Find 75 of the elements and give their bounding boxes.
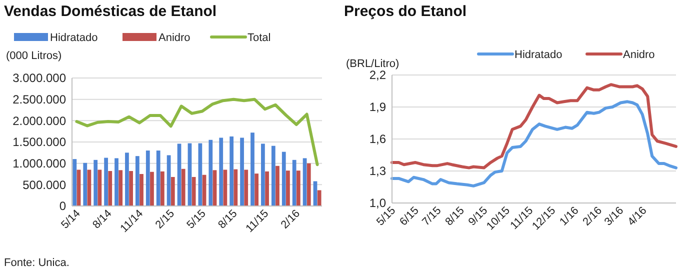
legend-label: Hidratado	[514, 48, 562, 61]
bar	[230, 136, 234, 206]
x-tick-label: 8/15	[216, 208, 240, 232]
y-tick-label: 500.000	[22, 178, 66, 192]
y-tick-label: 0	[59, 199, 66, 214]
bar	[108, 171, 112, 206]
bar	[135, 156, 140, 206]
bar	[250, 132, 254, 206]
source-note: Fonte: Unica.	[4, 257, 70, 269]
bar	[306, 163, 311, 206]
bar	[244, 170, 248, 206]
legend-label: Hidratado	[50, 32, 98, 44]
y-tick-label: 1,3	[369, 164, 386, 178]
y-tick-label: 1.000.000	[12, 156, 66, 171]
legend-label: Anidro	[623, 48, 655, 61]
bar	[76, 170, 81, 206]
bar	[114, 158, 118, 206]
bar	[140, 174, 144, 206]
bar	[282, 152, 286, 206]
bar	[129, 171, 133, 206]
bar	[150, 172, 154, 206]
y-axis-title: (BRL/Litro)	[346, 58, 400, 70]
bar	[286, 170, 290, 206]
bar	[72, 159, 77, 206]
y-tick-label: 2.000.000	[12, 114, 66, 128]
bar	[87, 170, 92, 206]
bar	[292, 160, 296, 206]
legend-label: Anidro	[158, 32, 190, 44]
bar	[271, 146, 276, 206]
x-tick-label: 8/14	[90, 208, 114, 232]
bar	[94, 160, 98, 206]
line-series	[75, 98, 319, 166]
legend-label: Total	[248, 32, 271, 44]
bar	[166, 155, 171, 206]
y-tick-label: 1.500.000	[12, 135, 66, 150]
bar	[160, 171, 164, 206]
bar	[219, 138, 224, 206]
bar	[125, 152, 129, 206]
y-tick-label: 2,2	[369, 68, 386, 82]
y-tick-label: 2.500.000	[12, 92, 66, 107]
bar	[118, 170, 123, 206]
bar	[296, 170, 300, 206]
bar	[177, 144, 182, 206]
bar	[104, 158, 108, 206]
bar	[240, 138, 244, 206]
x-tick-label: 3/16	[602, 204, 626, 228]
x-tick-label: 5/15	[184, 208, 208, 232]
y-tick-label: 1,0	[369, 196, 386, 210]
bar	[234, 169, 238, 206]
line-series	[390, 100, 678, 188]
bar	[181, 168, 186, 206]
chart-title: Vendas Domésticas de Etanol	[4, 3, 217, 20]
x-tick-label: 8/15	[443, 204, 467, 228]
bar	[261, 144, 265, 206]
y-tick-label: 1,9	[369, 100, 386, 114]
line-series	[390, 83, 678, 170]
y-tick-label: 1,6	[369, 132, 386, 146]
bar	[170, 176, 175, 206]
bar	[276, 166, 280, 206]
bar	[317, 190, 322, 206]
bar	[98, 170, 102, 206]
bar	[208, 140, 213, 206]
x-tick-label: 4/16	[626, 204, 650, 228]
x-tick-label: 6/15	[398, 204, 422, 228]
bar	[146, 150, 150, 206]
x-tick-label: 7/15	[420, 204, 444, 228]
bar	[156, 150, 160, 206]
bar	[302, 158, 307, 206]
y-axis-title: (000 Litros)	[6, 50, 62, 62]
bar	[265, 171, 269, 206]
chart-title: Preços do Etanol	[344, 3, 467, 20]
bar	[223, 170, 228, 206]
bar	[83, 162, 88, 206]
y-tick-label: 3.000.000	[12, 71, 66, 86]
bar	[254, 174, 259, 206]
